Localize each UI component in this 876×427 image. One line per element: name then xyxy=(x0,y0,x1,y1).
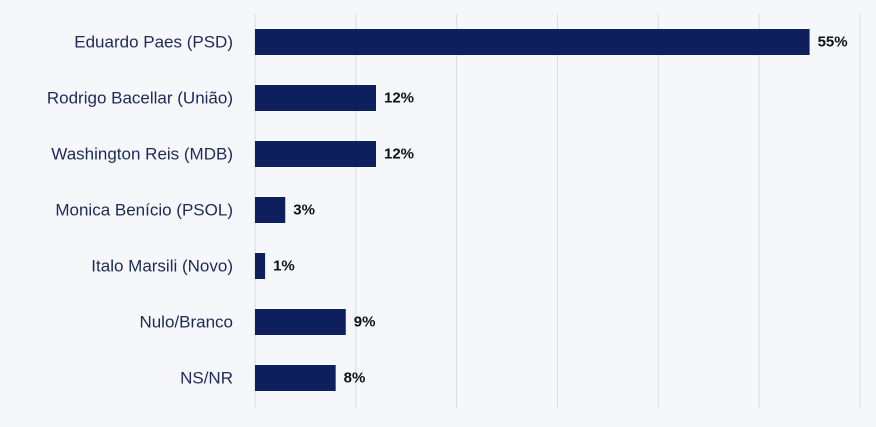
category-label: Italo Marsili (Novo) xyxy=(91,257,233,276)
value-label: 12% xyxy=(384,146,414,163)
value-labels: 55% 12% 12% 3% 1% 9% 8% xyxy=(273,34,848,387)
bar xyxy=(255,253,266,279)
category-label: Nulo/Branco xyxy=(139,313,233,332)
bar xyxy=(255,29,810,55)
category-label: Rodrigo Bacellar (União) xyxy=(47,89,233,108)
category-label: Eduardo Paes (PSD) xyxy=(74,33,233,52)
category-label: Monica Benício (PSOL) xyxy=(55,201,233,220)
bars xyxy=(255,29,810,391)
category-label: NS/NR xyxy=(180,369,233,388)
category-label: Washington Reis (MDB) xyxy=(51,145,233,164)
value-label: 9% xyxy=(354,314,376,331)
bar xyxy=(255,85,376,111)
bar xyxy=(255,365,336,391)
value-label: 1% xyxy=(273,258,295,275)
value-label: 8% xyxy=(344,370,366,387)
value-label: 55% xyxy=(818,34,848,51)
gridlines xyxy=(254,14,861,408)
bar xyxy=(255,309,346,335)
value-label: 12% xyxy=(384,90,414,107)
value-label: 3% xyxy=(293,202,315,219)
category-labels: Eduardo Paes (PSD) Rodrigo Bacellar (Uniã… xyxy=(47,33,233,388)
bar xyxy=(255,141,376,167)
bar xyxy=(255,197,286,223)
